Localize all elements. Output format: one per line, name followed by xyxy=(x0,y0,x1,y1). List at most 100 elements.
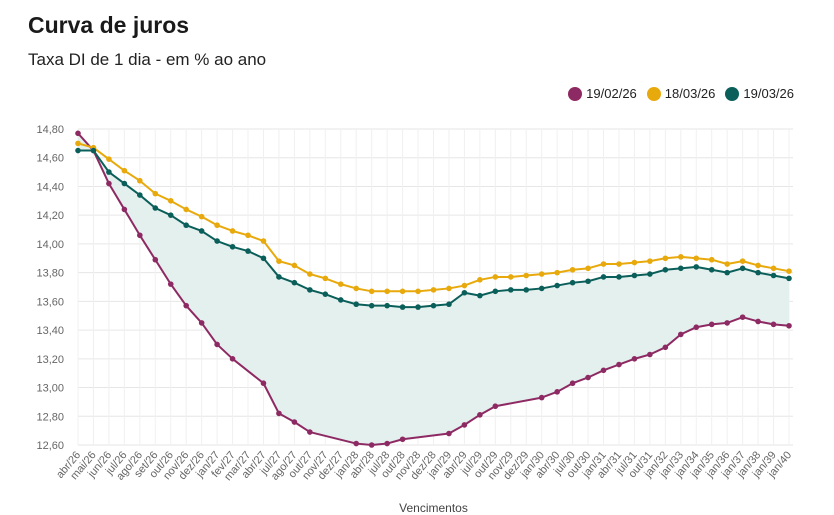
data-point-series-2[interactable] xyxy=(415,288,421,295)
data-point-series-1[interactable] xyxy=(477,412,483,418)
data-point-series-1[interactable] xyxy=(662,344,669,351)
data-point-series-1[interactable] xyxy=(678,331,684,338)
data-point-series-2[interactable] xyxy=(631,259,638,266)
data-point-series-2[interactable] xyxy=(353,285,360,292)
data-point-series-1[interactable] xyxy=(446,430,452,437)
data-point-series-2[interactable] xyxy=(477,277,483,283)
data-point-series-2[interactable] xyxy=(183,206,189,213)
data-point-series-1[interactable] xyxy=(647,351,653,358)
data-point-series-1[interactable] xyxy=(229,356,236,362)
data-point-series-2[interactable] xyxy=(121,167,128,174)
data-point-series-2[interactable] xyxy=(399,288,406,295)
data-point-series-3[interactable] xyxy=(678,265,684,272)
data-point-series-1[interactable] xyxy=(167,281,174,287)
data-point-series-3[interactable] xyxy=(492,288,499,295)
data-point-series-1[interactable] xyxy=(755,318,761,325)
data-point-series-3[interactable] xyxy=(337,297,344,303)
data-point-series-1[interactable] xyxy=(708,321,715,328)
data-point-series-1[interactable] xyxy=(291,419,298,425)
data-point-series-2[interactable] xyxy=(678,254,684,260)
data-point-series-2[interactable] xyxy=(276,258,282,264)
data-point-series-3[interactable] xyxy=(368,302,375,309)
data-point-series-2[interactable] xyxy=(337,281,344,287)
data-point-series-1[interactable] xyxy=(353,440,360,447)
data-point-series-2[interactable] xyxy=(662,255,669,262)
data-point-series-3[interactable] xyxy=(307,287,313,293)
data-point-series-3[interactable] xyxy=(538,285,545,292)
legend-item-series-2[interactable]: 18/03/26 xyxy=(646,86,715,101)
data-point-series-2[interactable] xyxy=(245,232,251,239)
data-point-series-1[interactable] xyxy=(368,442,375,448)
data-point-series-2[interactable] xyxy=(214,222,220,229)
data-point-series-2[interactable] xyxy=(260,238,267,244)
data-point-series-1[interactable] xyxy=(276,410,282,417)
data-point-series-2[interactable] xyxy=(523,272,530,279)
data-point-series-3[interactable] xyxy=(121,180,128,187)
data-point-series-2[interactable] xyxy=(492,274,499,280)
data-point-series-3[interactable] xyxy=(198,228,205,234)
data-point-series-1[interactable] xyxy=(770,321,777,328)
data-point-series-1[interactable] xyxy=(616,361,622,368)
data-point-series-2[interactable] xyxy=(538,271,545,277)
data-point-series-2[interactable] xyxy=(724,261,730,267)
data-point-series-1[interactable] xyxy=(260,380,267,387)
data-point-series-3[interactable] xyxy=(647,271,653,277)
data-point-series-1[interactable] xyxy=(106,180,112,187)
data-point-series-1[interactable] xyxy=(600,367,607,374)
data-point-series-3[interactable] xyxy=(631,272,638,279)
legend-item-series-3[interactable]: 19/03/26 xyxy=(725,86,794,101)
data-point-series-3[interactable] xyxy=(90,147,97,154)
data-point-series-1[interactable] xyxy=(492,403,499,410)
data-point-series-3[interactable] xyxy=(554,282,560,289)
data-point-series-3[interactable] xyxy=(585,278,591,285)
data-point-series-1[interactable] xyxy=(554,389,560,395)
data-point-series-2[interactable] xyxy=(739,258,746,264)
data-point-series-1[interactable] xyxy=(585,374,591,381)
data-point-series-2[interactable] xyxy=(446,285,452,292)
data-point-series-3[interactable] xyxy=(755,269,761,276)
data-point-series-3[interactable] xyxy=(770,272,777,279)
data-point-series-3[interactable] xyxy=(507,287,514,293)
data-point-series-3[interactable] xyxy=(353,301,360,308)
data-point-series-3[interactable] xyxy=(291,279,298,286)
data-point-series-1[interactable] xyxy=(739,314,746,320)
data-point-series-3[interactable] xyxy=(569,279,576,286)
data-point-series-3[interactable] xyxy=(616,274,622,280)
data-point-series-3[interactable] xyxy=(708,266,715,273)
data-point-series-3[interactable] xyxy=(245,248,251,254)
data-point-series-2[interactable] xyxy=(616,261,622,267)
data-point-series-2[interactable] xyxy=(647,258,653,264)
data-point-series-3[interactable] xyxy=(384,302,390,309)
data-point-series-3[interactable] xyxy=(106,169,112,175)
data-point-series-2[interactable] xyxy=(137,177,143,184)
data-point-series-1[interactable] xyxy=(786,322,792,329)
data-point-series-3[interactable] xyxy=(477,292,483,299)
data-point-series-3[interactable] xyxy=(167,212,174,218)
data-point-series-3[interactable] xyxy=(461,289,468,296)
data-point-series-2[interactable] xyxy=(106,156,112,162)
data-point-series-1[interactable] xyxy=(152,256,159,263)
data-point-series-1[interactable] xyxy=(631,356,638,362)
data-point-series-2[interactable] xyxy=(229,228,236,234)
data-point-series-1[interactable] xyxy=(137,232,143,239)
data-point-series-3[interactable] xyxy=(214,238,220,244)
data-point-series-2[interactable] xyxy=(368,288,375,295)
data-point-series-1[interactable] xyxy=(384,440,390,447)
data-point-series-3[interactable] xyxy=(693,264,700,270)
data-point-series-2[interactable] xyxy=(708,256,715,263)
data-point-series-1[interactable] xyxy=(724,320,730,326)
data-point-series-2[interactable] xyxy=(430,287,437,293)
data-point-series-2[interactable] xyxy=(322,275,329,282)
data-point-series-1[interactable] xyxy=(121,206,128,213)
data-point-series-1[interactable] xyxy=(693,324,700,331)
data-point-series-1[interactable] xyxy=(569,380,576,387)
data-point-series-3[interactable] xyxy=(662,266,669,273)
data-point-series-1[interactable] xyxy=(75,130,81,137)
data-point-series-2[interactable] xyxy=(75,140,81,147)
data-point-series-2[interactable] xyxy=(755,262,761,269)
data-point-series-1[interactable] xyxy=(183,302,189,309)
data-point-series-1[interactable] xyxy=(399,436,406,443)
data-point-series-3[interactable] xyxy=(446,301,452,308)
data-point-series-3[interactable] xyxy=(415,304,421,310)
data-point-series-3[interactable] xyxy=(322,291,329,297)
